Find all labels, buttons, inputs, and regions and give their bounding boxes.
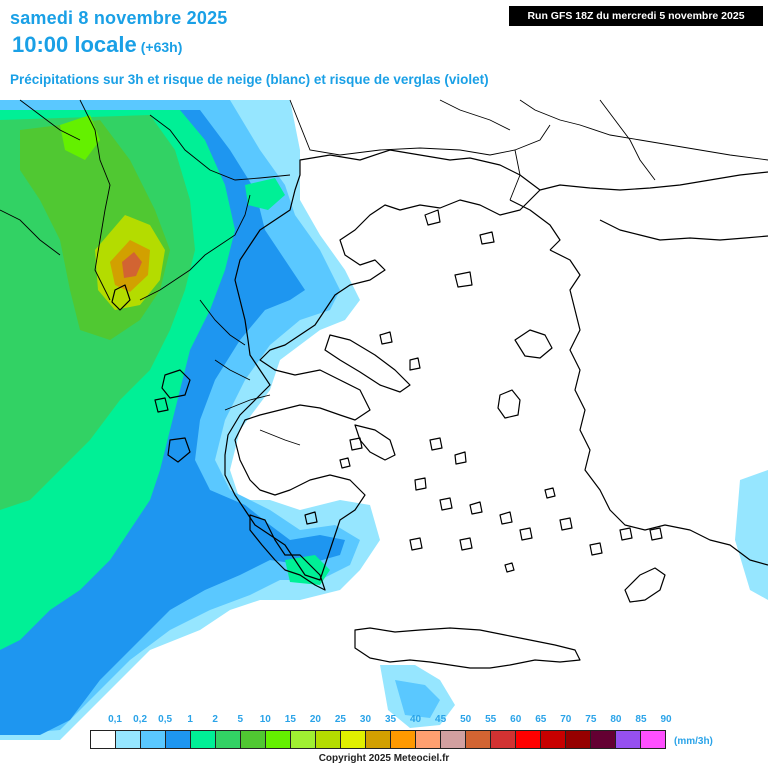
legend-swatch <box>641 731 665 748</box>
legend-swatch <box>216 731 241 748</box>
legend-label: 0,5 <box>158 714 173 725</box>
border-romania <box>439 99 511 131</box>
legend-swatch <box>391 731 416 748</box>
precip-blue-crete <box>395 680 440 718</box>
legend-swatch <box>516 731 541 748</box>
legend-label: 75 <box>585 714 597 725</box>
forecast-time: 10:00 locale (+63h) <box>12 32 182 58</box>
greek-mainland-coast <box>224 149 541 581</box>
turkey-coast <box>539 171 768 566</box>
ionian-islands <box>111 284 191 463</box>
legend-swatch <box>316 731 341 748</box>
aegean-islands <box>304 209 663 573</box>
legend-label: 90 <box>660 714 672 725</box>
legend-label: 45 <box>435 714 447 725</box>
rhodes-coast <box>624 567 666 603</box>
legend-swatch <box>291 731 316 748</box>
legend-label: 40 <box>410 714 422 725</box>
legend-label: 0,1 <box>108 714 122 725</box>
legend-swatch <box>416 731 441 748</box>
legend-units: (mm/3h) <box>674 736 713 747</box>
legend-label: 30 <box>359 714 372 725</box>
border-albania-greece <box>139 194 251 301</box>
legend-swatch <box>541 731 566 748</box>
copyright: Copyright 2025 Meteociel.fr <box>318 753 450 764</box>
legend-label: 25 <box>334 714 346 725</box>
legend-label: 5 <box>237 714 244 725</box>
legend-label: 55 <box>485 714 497 725</box>
crete-coast <box>354 627 581 669</box>
legend-swatch <box>91 731 116 748</box>
border-serbia <box>19 99 656 181</box>
legend-swatch <box>341 731 366 748</box>
legend-swatch <box>466 731 491 748</box>
legend-label: 1 <box>187 714 193 725</box>
forecast-date: samedi 8 novembre 2025 <box>10 8 228 28</box>
chios-coast <box>497 389 521 419</box>
legend-swatch <box>616 731 641 748</box>
forecast-time-label: 10:00 locale <box>12 32 137 57</box>
precip-brown <box>122 252 142 278</box>
border-macedonia <box>149 114 291 181</box>
legend-label: 60 <box>510 714 522 725</box>
turkey-coast-north <box>509 199 768 251</box>
legend-label: 85 <box>635 714 647 725</box>
legend-swatch <box>141 731 166 748</box>
attica-coast <box>354 424 396 461</box>
legend-labels: 0,1 0,2 0,5 1 2 5 10 15 20 25 30 35 40 45 50 55 60 65 70 75… <box>90 714 671 728</box>
peloponnese-coast <box>249 514 326 591</box>
border-turkey-greece <box>509 149 521 201</box>
forecast-offset: (+63h) <box>140 39 183 55</box>
coastlines <box>111 149 768 669</box>
border-greece-regions <box>199 299 301 446</box>
legend-label: 80 <box>610 714 622 725</box>
legend-color-bar <box>90 730 666 749</box>
border-bulgaria <box>289 99 551 156</box>
country-borders <box>0 99 768 446</box>
legend-swatch <box>366 731 391 748</box>
precip-teal-green-north <box>245 178 285 210</box>
legend-swatch <box>566 731 591 748</box>
legend-swatch <box>441 731 466 748</box>
legend-label: 0,2 <box>133 714 148 725</box>
legend-label: 35 <box>384 714 397 725</box>
map-subtitle: Précipitations sur 3h et risque de neige… <box>10 72 489 87</box>
legend-swatch <box>191 731 216 748</box>
border-black-sea-coast <box>519 99 768 161</box>
run-info-box: Run GFS 18Z du mercredi 5 novembre 2025 <box>509 6 763 26</box>
legend-label: 15 <box>284 714 296 725</box>
legend-label: 20 <box>309 714 321 725</box>
legend-swatch <box>266 731 291 748</box>
precip-light-blue-east <box>735 470 768 600</box>
evia-coast <box>324 334 411 393</box>
legend-swatch <box>241 731 266 748</box>
legend-label: 50 <box>460 714 472 725</box>
border-albania-north <box>79 99 111 301</box>
precip-medium-green-top <box>60 115 100 160</box>
legend-swatch <box>116 731 141 748</box>
legend-label: 2 <box>212 714 218 725</box>
legend-label: 65 <box>535 714 547 725</box>
precip-light-blue-north <box>230 100 300 150</box>
legend-label: 70 <box>560 714 572 725</box>
precipitation-field <box>0 100 768 740</box>
border-montenegro <box>0 209 61 256</box>
legend-swatch <box>491 731 516 748</box>
lesbos-coast <box>514 329 553 359</box>
legend-label: 10 <box>259 714 271 725</box>
legend-swatch <box>166 731 191 748</box>
legend-swatch <box>591 731 616 748</box>
